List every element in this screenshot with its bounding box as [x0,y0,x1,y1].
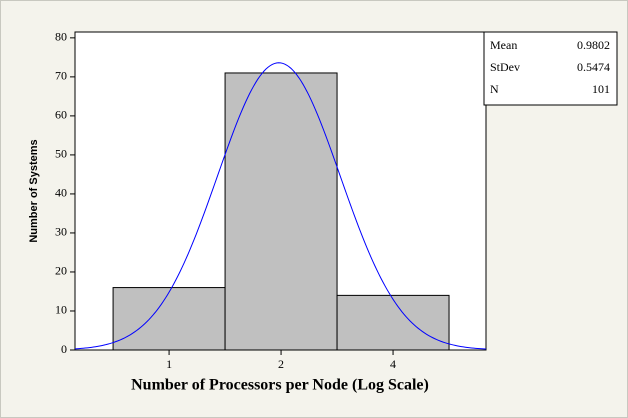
y-tick-label: 50 [55,147,67,161]
x-tick-label: 2 [278,357,284,371]
stats-box [483,31,618,106]
x-tick-label: 1 [166,357,172,371]
stat-name: N [490,82,499,96]
bar [112,287,226,351]
y-tick-label: 0 [61,342,67,356]
y-tick-label: 70 [55,69,67,83]
stat-name: StDev [490,60,520,74]
y-axis-label: Number of Systems [28,139,40,242]
y-tick-label: 20 [55,264,67,278]
bar [336,294,450,351]
y-tick-label: 60 [55,108,67,122]
y-tick-label: 30 [55,225,67,239]
x-axis-label: Number of Processors per Node (Log Scale… [131,377,429,394]
y-tick-label: 80 [55,30,67,44]
y-tick-label: 40 [55,186,67,200]
bar [224,72,338,351]
x-tick-label: 4 [390,357,396,371]
stat-name: Mean [490,38,517,52]
stat-value: 101 [592,82,610,96]
stat-value: 0.9802 [577,38,610,52]
y-tick-label: 10 [55,303,67,317]
stat-value: 0.5474 [577,60,610,74]
normal-fit-curve [74,62,487,350]
